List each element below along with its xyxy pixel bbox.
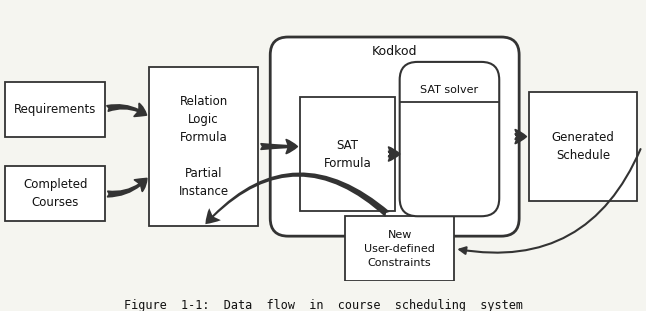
Text: SAT solver: SAT solver (421, 85, 479, 95)
Bar (149, 67, 258, 226)
Bar (5, 82, 105, 137)
Text: Generated
Schedule: Generated Schedule (552, 131, 614, 162)
Text: Requirements: Requirements (14, 103, 96, 116)
Text: SAT
Formula: SAT Formula (324, 138, 371, 169)
Bar (5, 166, 105, 221)
FancyBboxPatch shape (400, 62, 499, 216)
Text: Relation
Logic
Formula

Partial
Instance: Relation Logic Formula Partial Instance (178, 95, 229, 198)
Text: Figure  1-1:  Data  flow  in  course  scheduling  system: Figure 1-1: Data flow in course scheduli… (123, 299, 523, 311)
Text: Completed
Courses: Completed Courses (23, 178, 87, 209)
Text: Kodkod: Kodkod (372, 45, 417, 58)
Bar (345, 216, 454, 281)
FancyBboxPatch shape (270, 37, 519, 236)
Text: New
User-defined
Constraints: New User-defined Constraints (364, 230, 435, 267)
Bar (529, 92, 637, 201)
Bar (300, 97, 395, 211)
